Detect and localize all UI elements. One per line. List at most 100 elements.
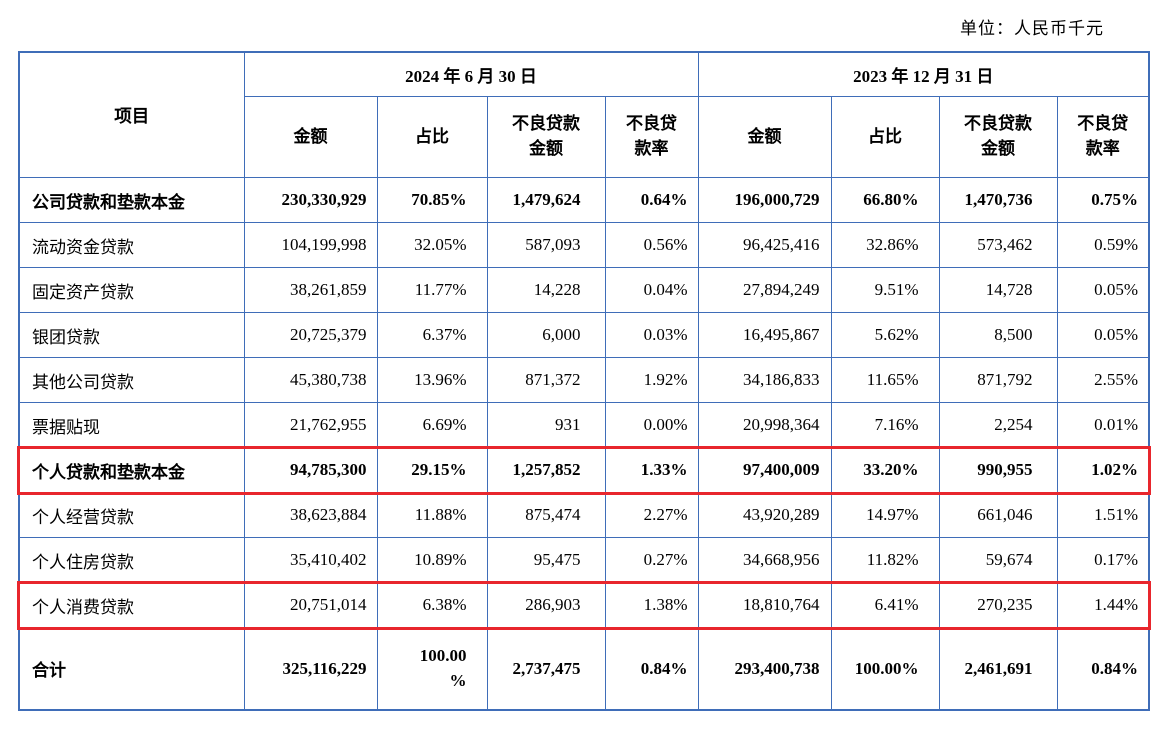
row-value-cell: 6,000 (486, 312, 606, 358)
row-value-cell: 33.20% (830, 447, 940, 493)
row-value-cell: 100.00% (830, 627, 940, 710)
row-value-cell: 14,728 (938, 267, 1058, 313)
row-value-cell: 0.04% (604, 267, 699, 313)
subheader-npl-amount-2024: 不良贷款 金额 (486, 96, 606, 178)
row-item-label: 银团贷款 (18, 312, 245, 358)
row-value-cell: 1.44% (1056, 582, 1150, 628)
table-header: 项目 2024 年 6 月 30 日 2023 年 12 月 31 日 金额 占… (18, 51, 1150, 178)
row-value-cell: 70.85% (376, 177, 488, 223)
row-value-cell: 990,955 (938, 447, 1058, 493)
row-value-cell: 875,474 (486, 492, 606, 538)
row-value-cell: 20,751,014 (243, 582, 378, 628)
table-row: 其他公司贷款 45,380,738 13.96% 871,372 1.92% 34,186… (18, 357, 1150, 403)
subheader-npl-ratio-2023: 不良贷 款率 (1056, 96, 1150, 178)
row-value-cell: 0.75% (1056, 177, 1150, 223)
table-row: 个人消费贷款 20,751,014 6.38% 286,903 1.38% 18,810,… (17, 580, 1151, 630)
row-value-cell: 0.59% (1056, 222, 1150, 268)
row-value-cell: 0.64% (604, 177, 699, 223)
row-value-cell: 2,254 (938, 402, 1058, 448)
row-value-cell: 96,425,416 (697, 222, 832, 268)
row-value-cell: 0.56% (604, 222, 699, 268)
row-value-cell: 1.51% (1056, 492, 1150, 538)
row-value-cell: 38,261,859 (243, 267, 378, 313)
subheader-ratio-2024: 占比 (376, 96, 488, 178)
row-value-cell: 0.00% (604, 402, 699, 448)
row-value-cell: 32.86% (830, 222, 940, 268)
row-value-cell: 16,495,867 (697, 312, 832, 358)
row-value-cell: 97,400,009 (697, 447, 832, 493)
col-group-2023: 2023 年 12 月 31 日 (697, 51, 1150, 97)
row-value-cell: 59,674 (938, 537, 1058, 583)
subheader-amount-2024: 金额 (243, 96, 378, 178)
row-value-cell: 293,400,738 (697, 627, 832, 710)
row-value-cell: 66.80% (830, 177, 940, 223)
table-row: 个人贷款和垫款本金 94,785,300 29.15% 1,257,852 1.33% 9… (17, 445, 1151, 495)
row-value-cell: 7.16% (830, 402, 940, 448)
row-value-cell: 94,785,300 (243, 447, 378, 493)
row-value-cell: 1,470,736 (938, 177, 1058, 223)
row-value-cell: 38,623,884 (243, 492, 378, 538)
subheader-npl-amount-2023: 不良贷款 金额 (938, 96, 1058, 178)
row-item-label: 票据贴现 (18, 402, 245, 448)
row-item-label: 个人贷款和垫款本金 (18, 447, 245, 493)
row-value-cell: 1.92% (604, 357, 699, 403)
row-value-cell: 27,894,249 (697, 267, 832, 313)
row-item-label: 个人经营贷款 (18, 492, 245, 538)
row-value-cell: 587,093 (486, 222, 606, 268)
row-value-cell: 0.03% (604, 312, 699, 358)
row-value-cell: 8,500 (938, 312, 1058, 358)
row-value-cell: 0.01% (1056, 402, 1150, 448)
row-value-cell: 2.27% (604, 492, 699, 538)
header-sub-row: 金额 占比 不良贷款 金额 不良贷 款率 金额 占比 不良贷款 金额 不良贷 款… (19, 96, 1150, 178)
row-item-label: 个人住房贷款 (18, 537, 245, 583)
loan-table: 项目 2024 年 6 月 30 日 2023 年 12 月 31 日 金额 占… (17, 51, 1151, 711)
row-value-cell: 230,330,929 (243, 177, 378, 223)
row-value-cell: 1,257,852 (486, 447, 606, 493)
row-value-cell: 43,920,289 (697, 492, 832, 538)
table-row: 票据贴现 21,762,955 6.69% 931 0.00% 20,998,364 7.1… (18, 402, 1150, 448)
row-value-cell: 2,461,691 (938, 627, 1058, 710)
row-value-cell: 325,116,229 (243, 627, 378, 710)
row-value-cell: 5.62% (830, 312, 940, 358)
row-value-cell: 196,000,729 (697, 177, 832, 223)
row-value-cell: 20,725,379 (243, 312, 378, 358)
row-value-cell: 14.97% (830, 492, 940, 538)
row-value-cell: 11.88% (376, 492, 488, 538)
row-value-cell: 6.69% (376, 402, 488, 448)
row-value-cell: 1.38% (604, 582, 699, 628)
row-value-cell: 2,737,475 (486, 627, 606, 710)
table-row: 公司贷款和垫款本金 230,330,929 70.85% 1,479,624 0.64%… (18, 177, 1150, 223)
row-value-cell: 0.05% (1056, 312, 1150, 358)
row-value-cell: 45,380,738 (243, 357, 378, 403)
table-row: 个人住房贷款 35,410,402 10.89% 95,475 0.27% 34,668,… (18, 537, 1150, 583)
row-value-cell: 0.84% (604, 627, 699, 710)
table-row: 合计 325,116,229 100.00 % 2,737,475 0.84% 293,4… (18, 627, 1150, 710)
row-value-cell: 871,792 (938, 357, 1058, 403)
row-value-cell: 573,462 (938, 222, 1058, 268)
subheader-amount-2023: 金额 (697, 96, 832, 178)
row-item-label: 其他公司贷款 (18, 357, 245, 403)
row-item-label: 个人消费贷款 (18, 582, 245, 628)
row-value-cell: 1,479,624 (486, 177, 606, 223)
row-value-cell: 100.00 % (376, 627, 488, 710)
row-value-cell: 95,475 (486, 537, 606, 583)
row-item-label: 公司贷款和垫款本金 (18, 177, 245, 223)
row-value-cell: 11.82% (830, 537, 940, 583)
row-value-cell: 32.05% (376, 222, 488, 268)
row-item-label: 流动资金贷款 (18, 222, 245, 268)
row-value-cell: 2.55% (1056, 357, 1150, 403)
row-item-label: 合计 (18, 627, 245, 710)
row-value-cell: 35,410,402 (243, 537, 378, 583)
item-header-cell: 项目 (18, 51, 245, 178)
row-value-cell: 10.89% (376, 537, 488, 583)
row-value-cell: 1.33% (604, 447, 699, 493)
row-value-cell: 286,903 (486, 582, 606, 628)
header-group-row: 项目 2024 年 6 月 30 日 2023 年 12 月 31 日 (18, 51, 1150, 178)
row-value-cell: 0.27% (604, 537, 699, 583)
subheader-npl-ratio-2024: 不良贷 款率 (604, 96, 699, 178)
subheader-ratio-2023: 占比 (830, 96, 940, 178)
unit-label: 单位：人民币千元 (960, 19, 1104, 38)
row-value-cell: 29.15% (376, 447, 488, 493)
row-value-cell: 661,046 (938, 492, 1058, 538)
